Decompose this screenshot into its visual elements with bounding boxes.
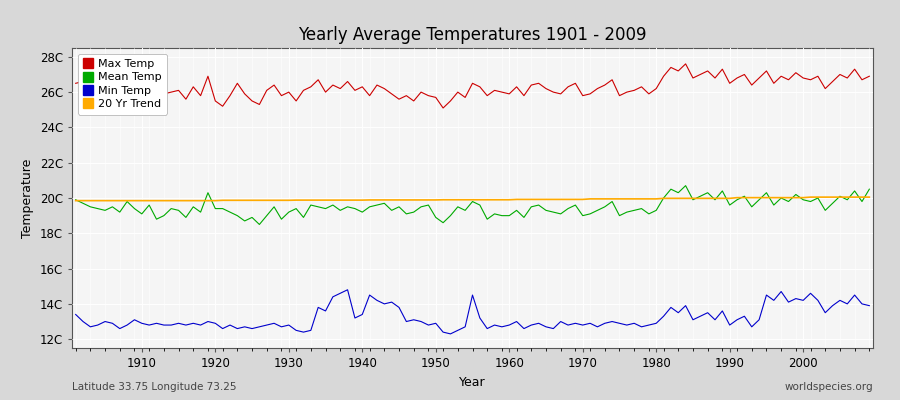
X-axis label: Year: Year bbox=[459, 376, 486, 388]
Y-axis label: Temperature: Temperature bbox=[22, 158, 34, 238]
Text: worldspecies.org: worldspecies.org bbox=[785, 382, 873, 392]
Title: Yearly Average Temperatures 1901 - 2009: Yearly Average Temperatures 1901 - 2009 bbox=[298, 26, 647, 44]
Text: Latitude 33.75 Longitude 73.25: Latitude 33.75 Longitude 73.25 bbox=[72, 382, 237, 392]
Legend: Max Temp, Mean Temp, Min Temp, 20 Yr Trend: Max Temp, Mean Temp, Min Temp, 20 Yr Tre… bbox=[77, 54, 166, 115]
